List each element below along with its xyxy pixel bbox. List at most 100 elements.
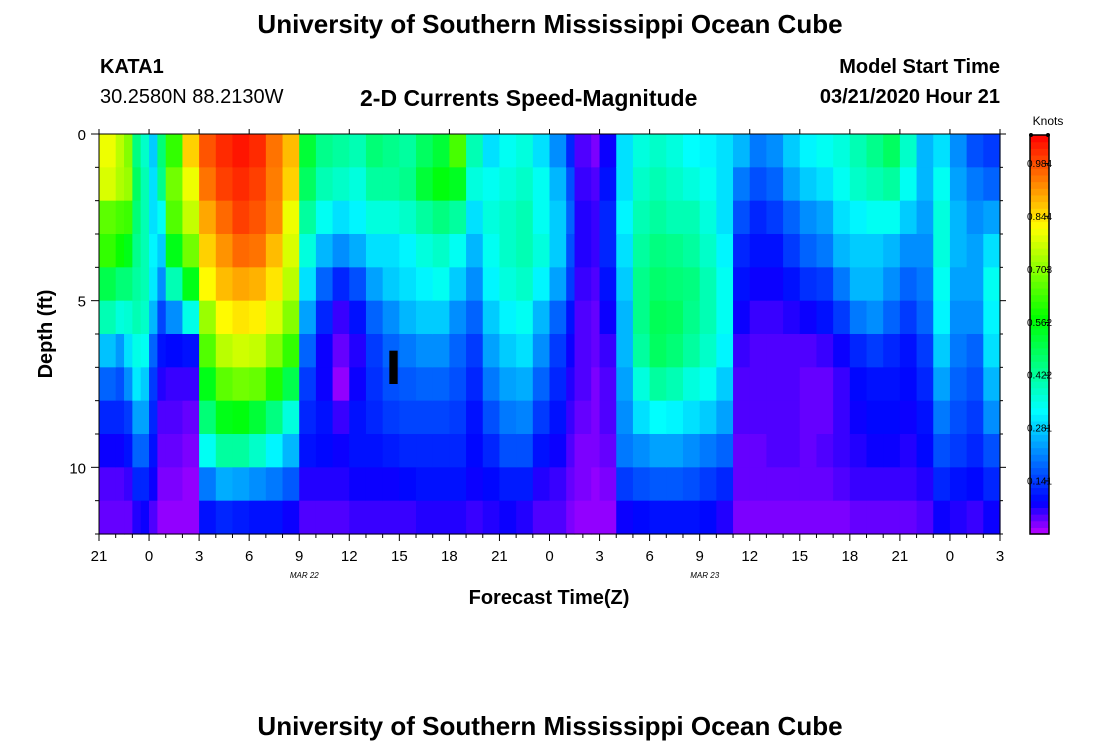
heatmap-cell bbox=[699, 367, 717, 402]
heatmap-cell bbox=[99, 300, 117, 335]
heatmap-cell bbox=[849, 300, 868, 335]
x-tick-label: 6 bbox=[245, 548, 253, 565]
heatmap-cell bbox=[140, 134, 150, 168]
heatmap-cell bbox=[949, 167, 968, 202]
heatmap-cell bbox=[399, 400, 417, 435]
heatmap-cell bbox=[866, 334, 884, 368]
heatmap-cell bbox=[382, 467, 400, 502]
heatmap-cell bbox=[816, 200, 834, 235]
heatmap-cell bbox=[549, 467, 567, 502]
heatmap-cell bbox=[682, 167, 701, 202]
heatmap-cell bbox=[516, 300, 534, 335]
heatmap-cell bbox=[299, 200, 317, 235]
heatmap-cell bbox=[432, 200, 450, 235]
heatmap-cell bbox=[332, 434, 350, 468]
colorbar-segment bbox=[1030, 374, 1049, 382]
x-tick-label: 21 bbox=[491, 548, 508, 565]
heatmap-cell bbox=[132, 267, 142, 302]
colorbar-segment bbox=[1030, 261, 1049, 269]
heatmap-cell bbox=[232, 300, 250, 335]
heatmap-cell bbox=[549, 134, 567, 168]
x-tick-label: 3 bbox=[996, 548, 1004, 565]
heatmap-cell bbox=[549, 367, 567, 402]
heatmap-cell bbox=[215, 367, 234, 402]
heatmap-cell bbox=[215, 334, 234, 368]
heatmap-cell bbox=[165, 500, 184, 535]
heatmap-cell bbox=[466, 467, 484, 502]
heatmap-cell bbox=[733, 467, 751, 502]
heatmap-cell bbox=[282, 467, 300, 502]
heatmap-cell bbox=[574, 467, 592, 502]
colorbar-segment bbox=[1030, 181, 1049, 189]
heatmap-cell bbox=[616, 300, 634, 335]
heatmap-cell bbox=[682, 367, 701, 402]
y-tick-label: 5 bbox=[78, 294, 86, 311]
heatmap-cell bbox=[482, 400, 501, 435]
heatmap-cell bbox=[766, 467, 784, 502]
heatmap-cell bbox=[516, 367, 534, 402]
heatmap-cell bbox=[516, 200, 534, 235]
heatmap-cell bbox=[182, 434, 200, 468]
heatmap-cell bbox=[966, 334, 984, 368]
colorbar-segment bbox=[1030, 494, 1049, 502]
heatmap-cell bbox=[232, 467, 250, 502]
heatmap-cell bbox=[632, 467, 651, 502]
heatmap-cell bbox=[682, 334, 701, 368]
heatmap-cell bbox=[265, 334, 284, 368]
heatmap-cell bbox=[899, 234, 918, 268]
heatmap-cell bbox=[666, 267, 684, 302]
heatmap-cell bbox=[799, 167, 818, 202]
heatmap-cell bbox=[532, 367, 551, 402]
heatmap-cell bbox=[532, 167, 551, 202]
heatmap-cell bbox=[949, 500, 968, 535]
heatmap-cell bbox=[766, 500, 784, 535]
colorbar-segment bbox=[1030, 407, 1049, 415]
heatmap-cell bbox=[466, 167, 484, 202]
heatmap-cell bbox=[649, 234, 667, 268]
heatmap-cell bbox=[432, 300, 450, 335]
axes: 21 0 3 6 9 12 15 18 21 0 3 6 9 12 15 18 21 0 3 MAR 22 MAR 23… bbox=[69, 127, 1006, 580]
heatmap-cell bbox=[215, 400, 234, 435]
colorbar-segment bbox=[1030, 234, 1049, 242]
heatmap-cell bbox=[916, 334, 934, 368]
heatmap-cell bbox=[99, 434, 117, 468]
heatmap-cell bbox=[282, 300, 300, 335]
heatmap-cell bbox=[799, 200, 818, 235]
colorbar-segment bbox=[1030, 341, 1049, 349]
heatmap-cell bbox=[165, 434, 184, 468]
heatmap-cell bbox=[516, 467, 534, 502]
heatmap-cell bbox=[199, 134, 217, 168]
heatmap-cell bbox=[215, 267, 234, 302]
x-tick-label: 3 bbox=[195, 548, 203, 565]
colorbar-segment bbox=[1030, 420, 1049, 429]
heatmap-cell bbox=[132, 334, 142, 368]
heatmap-cell bbox=[574, 267, 592, 302]
heatmap-cell bbox=[215, 200, 234, 235]
heatmap-cell bbox=[783, 367, 801, 402]
heatmap-cell bbox=[99, 200, 117, 235]
heatmap-cell bbox=[532, 200, 551, 235]
heatmap-cell bbox=[157, 434, 167, 468]
heatmap-cell bbox=[516, 334, 534, 368]
heatmap-cell bbox=[983, 200, 1001, 235]
heatmap-cell bbox=[549, 400, 567, 435]
heatmap-cell bbox=[349, 267, 367, 302]
heatmap-cell bbox=[799, 434, 818, 468]
heatmap-cell bbox=[966, 500, 984, 535]
heatmap-cell bbox=[833, 500, 851, 535]
heatmap-cell bbox=[299, 400, 317, 435]
heatmap-cell bbox=[899, 434, 918, 468]
heatmap-cell bbox=[199, 167, 217, 202]
heatmap-cell bbox=[949, 200, 968, 235]
heatmap-cell bbox=[399, 234, 417, 268]
heatmap-cell bbox=[399, 434, 417, 468]
heatmap-cell bbox=[899, 467, 918, 502]
heatmap-cell bbox=[165, 400, 184, 435]
colorbar-segment bbox=[1030, 188, 1049, 196]
heatmap-cell bbox=[249, 200, 267, 235]
heatmap-cell bbox=[716, 200, 734, 235]
heatmap-cell bbox=[933, 200, 951, 235]
heatmap-cell bbox=[482, 434, 501, 468]
heatmap-cell bbox=[365, 467, 384, 502]
colorbar-tick-label: 0.281 bbox=[1027, 424, 1052, 435]
